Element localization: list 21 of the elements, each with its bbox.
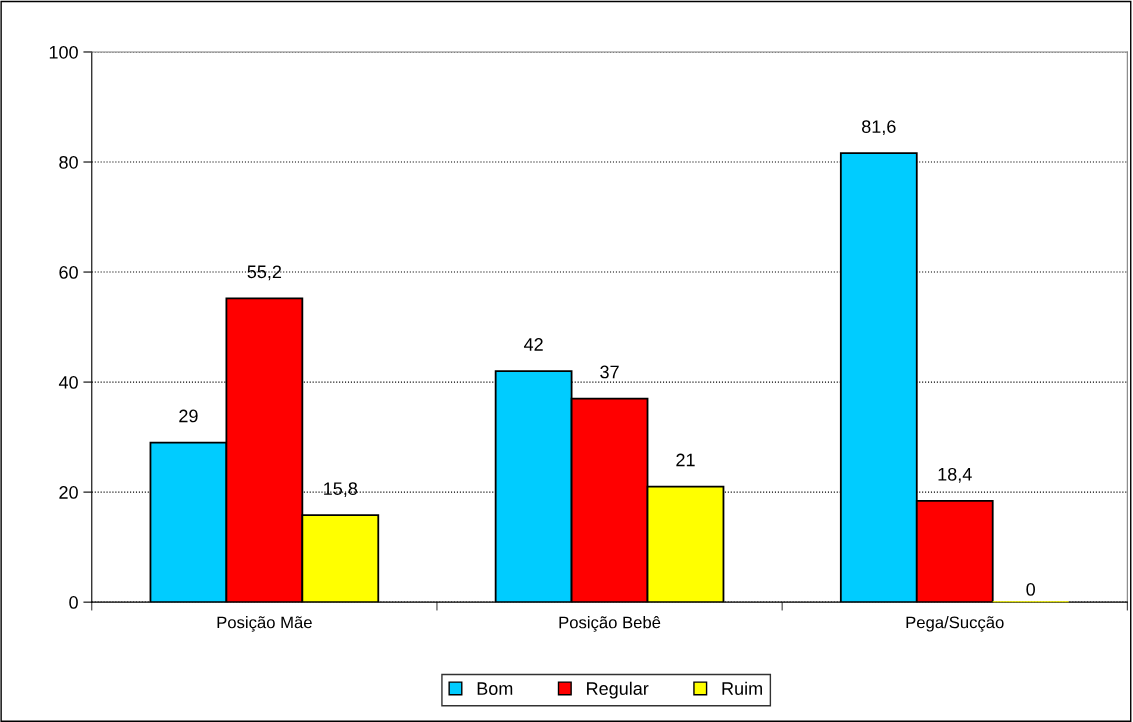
- y-tick-label: 80: [59, 155, 78, 169]
- data-label: 81,6: [862, 120, 896, 136]
- y-tick-label: 60: [59, 265, 78, 279]
- data-label: 18,4: [938, 467, 972, 483]
- x-tick-label: Pega/Sucção: [906, 616, 1004, 632]
- y-tick-label: 100: [49, 45, 78, 59]
- data-label: 15,8: [324, 482, 358, 498]
- legend-label: Bom: [477, 682, 513, 695]
- legend-label: Regular: [587, 681, 649, 699]
- y-tick-label: 0: [69, 596, 78, 609]
- data-label: 37: [600, 365, 619, 379]
- legend-label: Ruim: [722, 681, 762, 695]
- x-tick-label: Posição Mãe: [217, 616, 312, 632]
- y-tick-label: 20: [59, 486, 78, 499]
- data-label: 42: [523, 338, 543, 351]
- data-label: 0: [1026, 583, 1035, 596]
- data-label: 55,2: [247, 265, 282, 281]
- data-label: 29: [179, 409, 198, 423]
- x-tick-label: Posição Bebê: [559, 616, 661, 632]
- y-tick-label: 40: [58, 376, 78, 389]
- data-label: 21: [676, 453, 695, 467]
